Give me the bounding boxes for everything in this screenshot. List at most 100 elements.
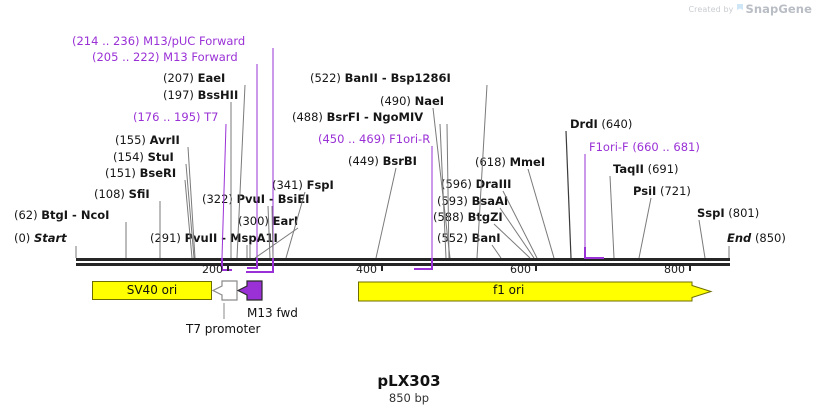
site-name: BsaAI xyxy=(471,194,509,208)
site-label-btgi-ncoi[interactable]: (62) BtgI - NcoI xyxy=(14,209,109,222)
feature-label-m13-fwd[interactable]: M13 fwd xyxy=(247,306,298,320)
site-label-m13puc-forward[interactable]: (214 .. 236) M13/pUC Forward xyxy=(72,35,245,48)
site-position: (449) xyxy=(348,154,379,168)
site-label-eaei[interactable]: (207) EaeI xyxy=(163,72,225,85)
site-name: PvuI - BsiEI xyxy=(236,192,310,206)
feature-sv40-ori[interactable]: SV40 ori xyxy=(92,281,212,300)
leader-bseri xyxy=(184,179,193,259)
site-name: BsrBI xyxy=(382,154,417,168)
feature-t7-promoter-arrow[interactable] xyxy=(211,280,239,302)
site-name: BsrFI - NgoMIV xyxy=(326,110,424,124)
site-name: TaqII xyxy=(613,162,644,176)
site-label-sspi[interactable]: SspI (801) xyxy=(697,207,759,220)
site-label-bani[interactable]: (552) BanI xyxy=(437,232,501,245)
site-name: F1ori-F xyxy=(589,140,629,154)
sequence-start-label: (0) Start xyxy=(14,232,67,245)
site-position: (660 .. 681) xyxy=(632,140,700,154)
ruler-tick-600 xyxy=(535,263,537,271)
site-position: (640) xyxy=(601,117,633,131)
site-label-f1ori-r[interactable]: (450 .. 469) F1ori-R xyxy=(318,133,430,146)
site-position: (197) xyxy=(163,88,194,102)
ruler-label-800: 800 xyxy=(664,263,685,276)
site-position: (490) xyxy=(380,94,411,108)
site-position: (552) xyxy=(437,231,468,245)
site-label-stui[interactable]: (154) StuI xyxy=(113,151,174,164)
site-position: (176 .. 195) xyxy=(133,110,201,124)
leader-bsaai xyxy=(499,207,535,259)
snapgene-watermark: Created by SnapGene xyxy=(688,2,812,16)
site-position: (214 .. 236) xyxy=(72,34,140,48)
feature-label-f1-ori: f1 ori xyxy=(493,283,525,297)
site-position: (691) xyxy=(647,162,679,176)
site-position: (291) xyxy=(150,231,181,245)
site-position: (721) xyxy=(659,184,691,198)
site-label-t7[interactable]: (176 .. 195) T7 xyxy=(133,111,219,124)
site-position: (62) xyxy=(14,208,38,222)
site-position: (596) xyxy=(441,177,472,191)
leader-sspi xyxy=(698,219,706,259)
site-name: BseRI xyxy=(139,166,177,180)
site-label-mmei[interactable]: (618) MmeI xyxy=(475,156,545,169)
ruler-label-200: 200 xyxy=(202,263,223,276)
site-position: (205 .. 222) xyxy=(92,50,160,64)
site-label-m13-forward[interactable]: (205 .. 222) M13 Forward xyxy=(92,51,238,64)
leader-bani xyxy=(491,244,502,259)
site-position: (593) xyxy=(437,194,468,208)
site-label-avrii[interactable]: (155) AvrII xyxy=(115,134,180,147)
site-label-fspi[interactable]: (341) FspI xyxy=(272,179,334,192)
site-label-naei[interactable]: (490) NaeI xyxy=(380,95,444,108)
site-label-draiii[interactable]: (596) DraIII xyxy=(441,178,511,191)
site-position: (154) xyxy=(113,150,144,164)
end-position: (850) xyxy=(754,231,786,245)
site-position: (801) xyxy=(728,206,760,220)
site-label-pvui-bsiei[interactable]: (322) PvuI - BsiEI xyxy=(202,193,309,206)
site-label-banii-bsp1286i[interactable]: (522) BanII - Bsp1286I xyxy=(310,72,451,85)
site-position: (450 .. 469) xyxy=(318,132,386,146)
site-name: BtgI - NcoI xyxy=(41,208,110,222)
site-name: EarI xyxy=(272,214,299,228)
site-label-pvuii-mspa1i[interactable]: (291) PvuII - MspA1I xyxy=(150,232,278,245)
site-label-sfii[interactable]: (108) SfiI xyxy=(94,188,150,201)
ruler-tick-400 xyxy=(381,263,383,271)
site-name: SfiI xyxy=(128,187,150,201)
leader-bsrbi xyxy=(375,167,397,259)
backbone-strand-bottom[interactable] xyxy=(76,263,730,266)
watermark-brand-label: SnapGene xyxy=(745,2,812,16)
ruler-tick-200 xyxy=(227,263,229,271)
site-name: PsiI xyxy=(633,184,657,198)
site-label-btgzi[interactable]: (588) BtgZI xyxy=(433,211,503,224)
watermark-created-by-label: Created by xyxy=(688,4,734,14)
site-name: DrdI xyxy=(570,117,598,131)
site-name: M13/pUC Forward xyxy=(143,34,246,48)
site-label-taqii[interactable]: TaqII (691) xyxy=(613,163,679,176)
site-label-bsshii[interactable]: (197) BssHII xyxy=(163,89,238,102)
site-label-bseri[interactable]: (151) BseRI xyxy=(105,167,176,180)
end-name: End xyxy=(727,231,752,245)
site-label-f1ori-f[interactable]: F1ori-F (660 .. 681) xyxy=(589,141,700,154)
site-label-bsrfi-ngomiv[interactable]: (488) BsrFI - NgoMIV xyxy=(292,111,423,124)
feature-t7-promoter-leader xyxy=(223,303,225,319)
site-label-bsaai[interactable]: (593) BsaAI xyxy=(437,195,508,208)
start-name: Start xyxy=(33,231,67,245)
site-label-psii[interactable]: PsiI (721) xyxy=(633,185,691,198)
site-position: (151) xyxy=(105,166,136,180)
backbone-strand-top[interactable] xyxy=(76,258,730,261)
site-label-bsrbi[interactable]: (449) BsrBI xyxy=(348,155,417,168)
site-name: BanI xyxy=(471,231,501,245)
site-label-drdi[interactable]: DrdI (640) xyxy=(570,118,632,131)
feature-f1-ori-arrow[interactable] xyxy=(358,281,714,303)
site-label-eari[interactable]: (300) EarI xyxy=(238,215,298,228)
feature-m13-fwd-arrow[interactable] xyxy=(237,280,265,302)
site-position: (322) xyxy=(202,192,233,206)
site-name: MmeI xyxy=(509,155,546,169)
site-name: SspI xyxy=(697,206,725,220)
site-position: (300) xyxy=(238,214,269,228)
site-name: PvuII - MspA1I xyxy=(184,231,278,245)
feature-label-t7-promoter[interactable]: T7 promoter xyxy=(186,322,261,336)
site-position: (207) xyxy=(163,71,194,85)
site-name: M13 Forward xyxy=(163,50,238,64)
ruler-tick-800 xyxy=(689,263,691,271)
site-position: (588) xyxy=(433,210,464,224)
leader-psii xyxy=(638,197,652,259)
site-name: StuI xyxy=(147,150,174,164)
